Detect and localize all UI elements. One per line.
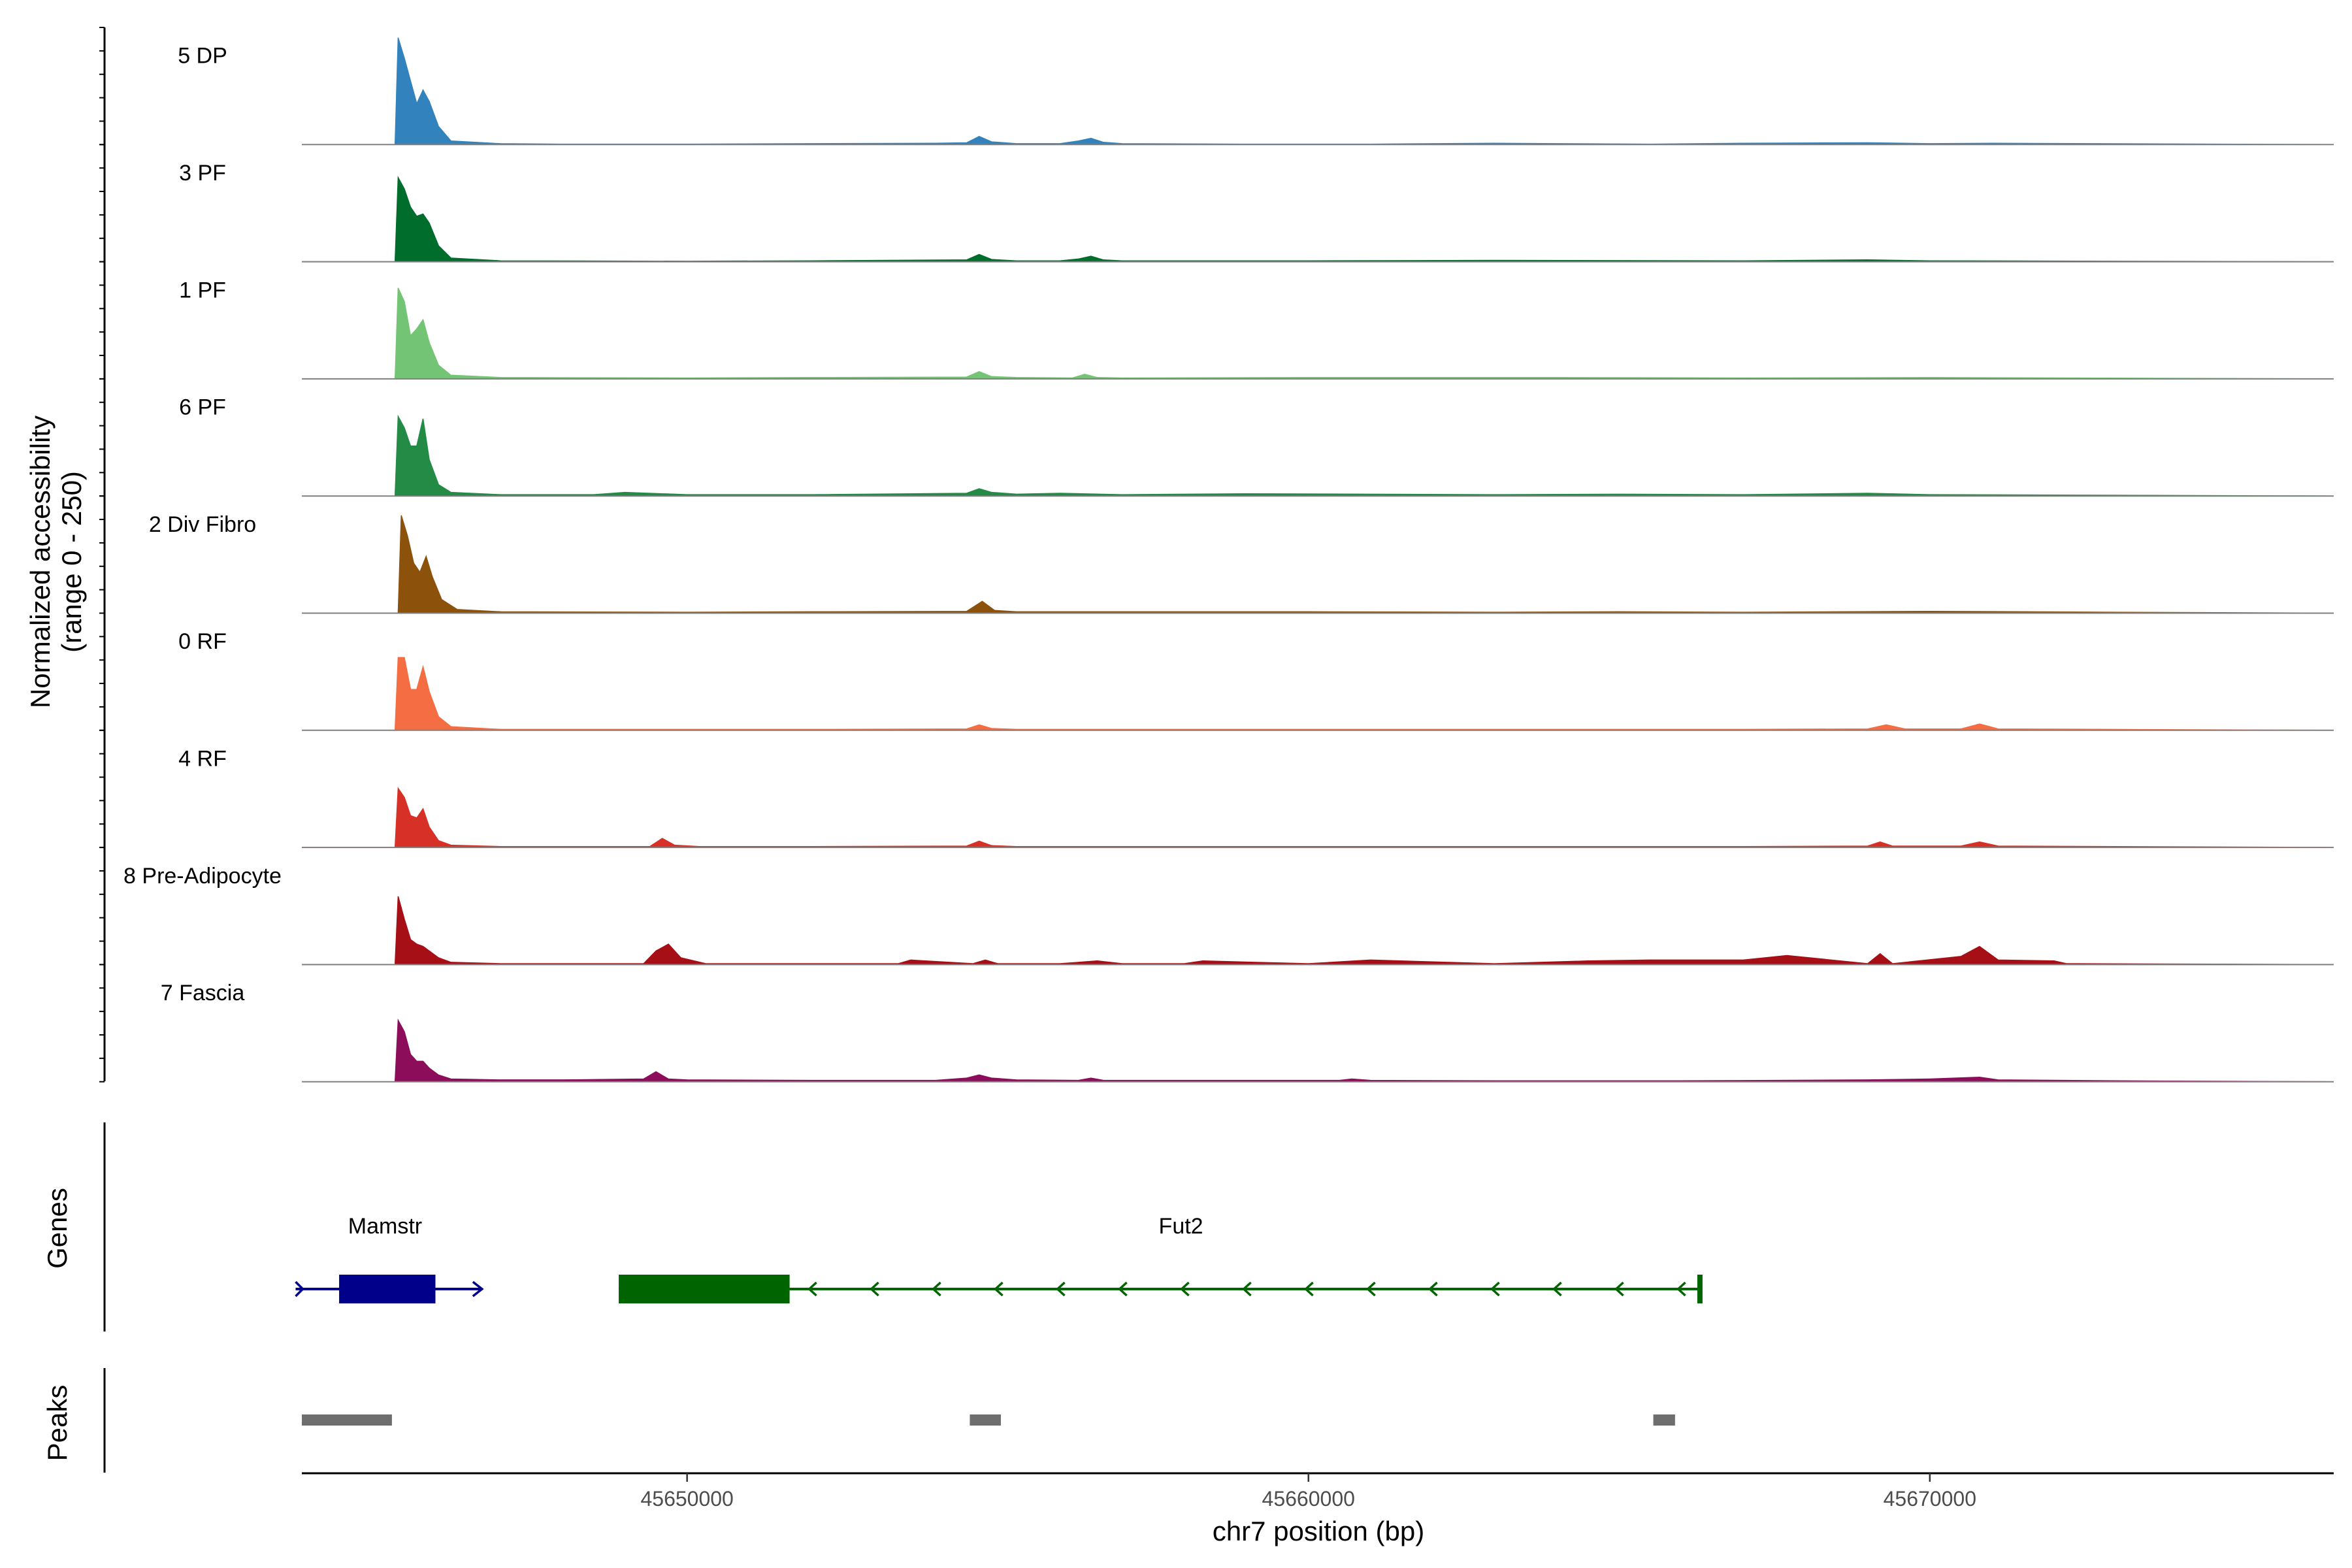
coverage-area-4 [302,414,2334,497]
gene-arrow-Fut2 [1365,1281,1376,1297]
track-label-4: 6 PF [179,395,226,420]
gene-arrow-Fut2 [1676,1281,1686,1297]
coverage-area-1 [302,37,2334,146]
x-axis: 45650000 45660000 45670000 [302,1472,2334,1511]
track-label-6: 0 RF [178,629,227,654]
x-tick-label: 45670000 [1884,1487,1976,1511]
gene-arrow-Fut2 [1614,1281,1624,1297]
peak-3 [1653,1414,1675,1426]
track-label-3: 1 PF [179,278,226,302]
genes-panel-label: Genes [42,1188,73,1269]
gene-arrow-Fut2 [1055,1281,1066,1297]
y-axis-label-line1: Normalized accessibility [25,416,56,708]
peaks-panel-label: Peaks [42,1385,73,1462]
coverage-area-5 [302,515,2334,614]
track-label-2: 3 PF [179,161,226,186]
peak-1 [302,1414,392,1426]
gene-exon-Mamstr [339,1275,436,1303]
coverage-area-3 [302,287,2334,380]
gene-arrow-Fut2 [1303,1281,1314,1297]
gene-arrow-Fut2 [1179,1281,1190,1297]
gene-arrow-Fut2 [807,1281,817,1297]
gene-name-Mamstr: Mamstr [348,1214,422,1239]
x-axis-label: chr7 position (bp) [1213,1516,1425,1546]
gene-name-Fut2: Fut2 [1159,1214,1203,1239]
gene-arrow-Fut2 [1117,1281,1128,1297]
track-label-1: 5 DP [178,44,227,69]
track-label-9: 7 Fascia [161,981,245,1005]
coverage-area-6 [302,657,2334,731]
coverage-area-2 [302,176,2334,263]
peak-2 [970,1414,1001,1426]
peaks-panel [103,1368,1675,1473]
gene-arrow-Fut2 [869,1281,879,1297]
gene-exon-Fut2 [619,1275,790,1303]
gene-arrow-Fut2 [993,1281,1004,1297]
gene-arrow-Fut2 [1552,1281,1562,1297]
coverage-area-8 [302,896,2334,966]
x-tick-label: 45660000 [1262,1487,1355,1511]
track-label-8: 8 Pre-Adipocyte [123,864,282,889]
gene-arrow-Fut2 [1490,1281,1500,1297]
track-label-5: 2 Div Fibro [149,512,256,537]
coverage-area-7 [302,787,2334,848]
track-label-7: 4 RF [178,746,227,771]
gene-arrow-Fut2 [1241,1281,1252,1297]
coverage-tracks: 5 DP 3 PF 1 PF 6 PF 2 Div Fibro 0 RF 4 RF 8 Pre… [99,27,2334,1083]
x-tick-label: 45650000 [640,1487,733,1511]
gene-arrow-Mamstr [295,1281,304,1298]
gene-arrow-Fut2 [931,1281,941,1297]
coverage-area-9 [302,1019,2334,1083]
genes-panel: Mamstr Fut2 [103,1122,1703,1331]
gene-arrow-Mamstr [472,1281,484,1298]
gene-arrow-Fut2 [1428,1281,1438,1297]
y-axis-label-line2: (range 0 - 250) [56,471,87,653]
